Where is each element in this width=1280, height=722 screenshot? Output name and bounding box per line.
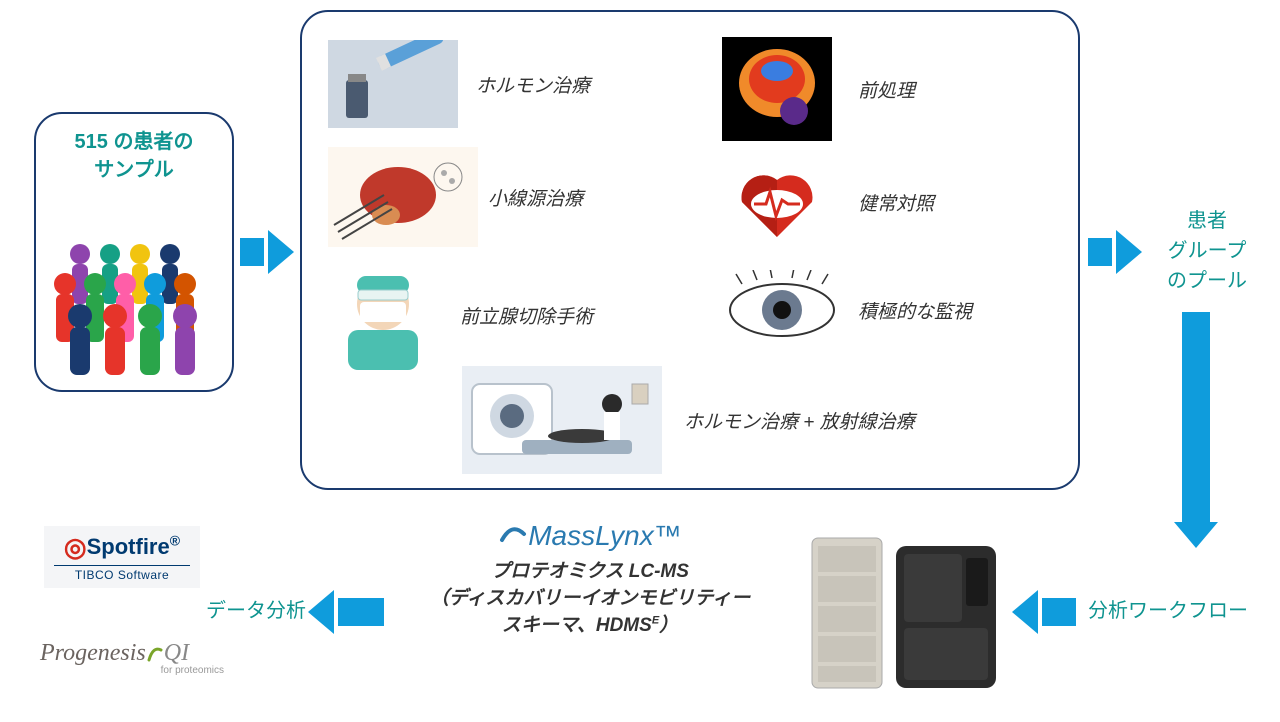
syringe-vial-icon (328, 40, 458, 128)
proteomics-sub1: （ディスカバリーイオンモビリティー (390, 583, 790, 610)
spotfire-logo: ◎Spotfire® TIBCO Software (44, 526, 200, 588)
arrow-instrument-to-analysis (308, 590, 384, 634)
progenesis-logo: Progenesis QI for proteomics (40, 640, 230, 676)
workflow-label: 分析ワークフロー (1088, 594, 1248, 623)
arrow-center-to-pool (1088, 230, 1142, 274)
patient-title: 515 の患者の サンプル (44, 128, 224, 184)
treatments-box: ホルモン治療 小線源治療 (300, 10, 1080, 490)
data-analysis-label: データ分析 (206, 594, 306, 623)
brachytherapy-icon (328, 147, 478, 247)
lcms-instrument-icon (804, 528, 1004, 698)
treatment-label: 積極的な監視 (858, 297, 972, 324)
people-crowd-icon (50, 236, 222, 376)
heart-ecg-icon (722, 157, 832, 247)
treatment-row: 前立腺切除手術 (328, 260, 708, 370)
treatment-row: 健常対照 (722, 152, 1062, 252)
masslynx-block: MassLynx™ プロテオミクス LC-MS （ディスカバリーイオンモビリティ… (390, 520, 790, 637)
treatment-row: 積極的な監視 (722, 260, 1062, 360)
arrow-workflow-to-instrument (1012, 590, 1076, 634)
pool-label: 患者 グループ のプール (1152, 206, 1262, 296)
treatment-label: 健常対照 (858, 189, 934, 216)
arrow-pool-down (1182, 312, 1218, 548)
treatment-label: 前処理 (858, 76, 915, 103)
treatment-label: ホルモン治療 + 放射線治療 (684, 407, 915, 434)
treatment-row: 小線源治療 (328, 142, 708, 252)
mri-scanner-icon (462, 366, 662, 474)
prostate-icon (722, 37, 832, 141)
surgeon-icon (328, 260, 438, 370)
treatment-label: ホルモン治療 (476, 71, 590, 98)
eye-icon (722, 270, 842, 350)
treatment-label: 小線源治療 (488, 184, 583, 211)
patient-sample-box: 515 の患者の サンプル (34, 112, 234, 392)
treatment-row: 前処理 (722, 34, 1062, 144)
treatment-row: ホルモン治療 (328, 34, 708, 134)
treatment-label: 前立腺切除手術 (460, 302, 593, 329)
arrow-patient-to-center (240, 230, 294, 274)
proteomics-title: プロテオミクス LC-MS (390, 556, 790, 583)
masslynx-logo: MassLynx™ (390, 520, 790, 552)
treatment-row: ホルモン治療 + 放射線治療 (462, 366, 915, 474)
proteomics-sub2: スキーマ、HDMSE） (390, 610, 790, 637)
